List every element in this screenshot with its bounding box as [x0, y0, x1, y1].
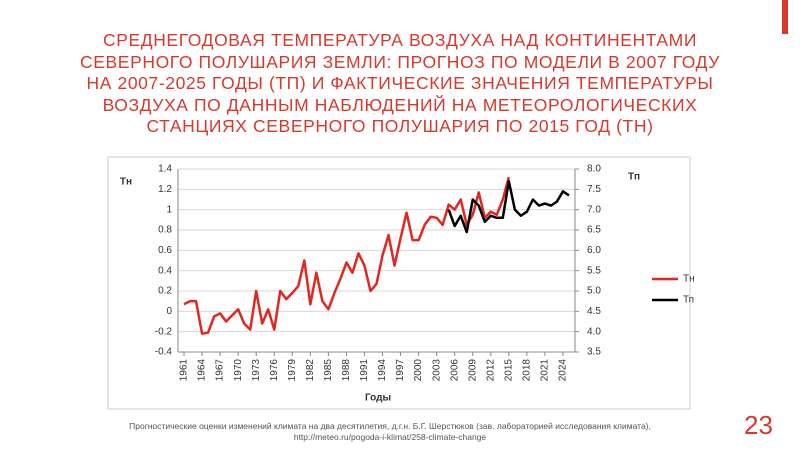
- y2-tick-label: 4.5: [587, 306, 601, 317]
- slide-title: СРЕДНЕГОДОВАЯ ТЕМПЕРАТУРА ВОЗДУХА НАД КО…: [40, 30, 760, 138]
- chart-frame: [107, 156, 691, 410]
- y-tick-label: 0: [166, 306, 172, 317]
- x-tick-label: 1961: [179, 359, 190, 382]
- accent-bar: [782, 0, 788, 34]
- title-line: ВОЗДУХА ПО ДАННЫМ НАБЛЮДЕНИЙ НА МЕТЕОРОЛ…: [102, 94, 698, 115]
- title-line: НА 2007-2025 ГОДЫ (ТП) И ФАКТИЧЕСКИЕ ЗНА…: [86, 73, 714, 93]
- x-tick-label: 1982: [305, 359, 316, 382]
- x-tick-label: 2021: [540, 359, 551, 382]
- y2-tick-label: 7.0: [587, 204, 601, 215]
- footnote: Прогностические оценки изменений климата…: [20, 421, 760, 443]
- x-tick-label: 1967: [215, 359, 226, 382]
- x-tick-label: 1994: [377, 359, 388, 382]
- legend-label: Тн: [683, 274, 695, 285]
- y-tick-label: 0.6: [158, 245, 172, 256]
- title-line: СТАНЦИЯХ СЕВЕРНОГО ПОЛУШАРИЯ ПО 2015 ГОД…: [146, 116, 654, 136]
- x-tick-label: 2009: [467, 359, 478, 382]
- x-tick-label: 1985: [323, 359, 334, 382]
- y-tick-label: -0.2: [155, 326, 173, 337]
- page-number: 23: [744, 410, 773, 440]
- x-tick-label: 2006: [449, 359, 460, 382]
- y2-tick-label: 8.0: [587, 164, 601, 175]
- footnote-line: http://meteo.ru/pogoda-i-klimat/258-clim…: [293, 432, 487, 442]
- y2-tick-label: 4.0: [587, 326, 601, 337]
- x-axis-label: Годы: [365, 393, 391, 404]
- y-tick-label: 0.8: [158, 225, 172, 236]
- y2-tick-label: 3.5: [587, 347, 601, 358]
- x-tick-label: 2018: [522, 359, 533, 382]
- x-tick-label: 2024: [558, 359, 569, 382]
- y-tick-label: 1.4: [158, 164, 172, 175]
- x-tick-label: 2003: [431, 359, 442, 382]
- y2-tick-label: 6.5: [587, 225, 601, 236]
- x-tick-label: 1976: [269, 359, 280, 382]
- y-tick-label: 0.4: [158, 265, 172, 276]
- x-tick-label: 1973: [251, 359, 262, 382]
- x-tick-label: 1988: [341, 359, 352, 382]
- title-line: СРЕДНЕГОДОВАЯ ТЕМПЕРАТУРА ВОЗДУХА НАД КО…: [102, 30, 698, 50]
- y2-axis-label: Тп: [628, 172, 640, 183]
- y-tick-label: 1: [166, 204, 172, 215]
- x-tick-label: 2012: [485, 359, 496, 382]
- footnote-line: Прогностические оценки изменений климата…: [129, 421, 651, 431]
- y-tick-label: 1.2: [158, 184, 172, 195]
- x-tick-label: 1979: [287, 359, 298, 382]
- legend-label: Тп: [683, 295, 694, 306]
- x-tick-label: 1997: [395, 359, 406, 382]
- y-tick-label: -0.4: [155, 347, 173, 358]
- y-tick-label: 0.2: [158, 286, 172, 297]
- x-tick-label: 1991: [359, 359, 370, 382]
- x-tick-label: 2000: [413, 359, 424, 382]
- x-tick-label: 1970: [233, 359, 244, 382]
- y2-tick-label: 5.0: [587, 286, 601, 297]
- y-axis-label: Тн: [120, 177, 132, 188]
- y2-tick-label: 5.5: [587, 265, 601, 276]
- x-tick-label: 2015: [503, 359, 514, 382]
- x-tick-label: 1964: [197, 359, 208, 382]
- y2-tick-label: 7.5: [587, 184, 601, 195]
- series-line: [447, 179, 570, 234]
- series-line: [183, 176, 511, 335]
- y2-tick-label: 6.0: [587, 245, 601, 256]
- title-line: СЕВЕРНОГО ПОЛУШАРИЯ ЗЕМЛИ: ПРОГНОЗ ПО МО…: [80, 51, 720, 72]
